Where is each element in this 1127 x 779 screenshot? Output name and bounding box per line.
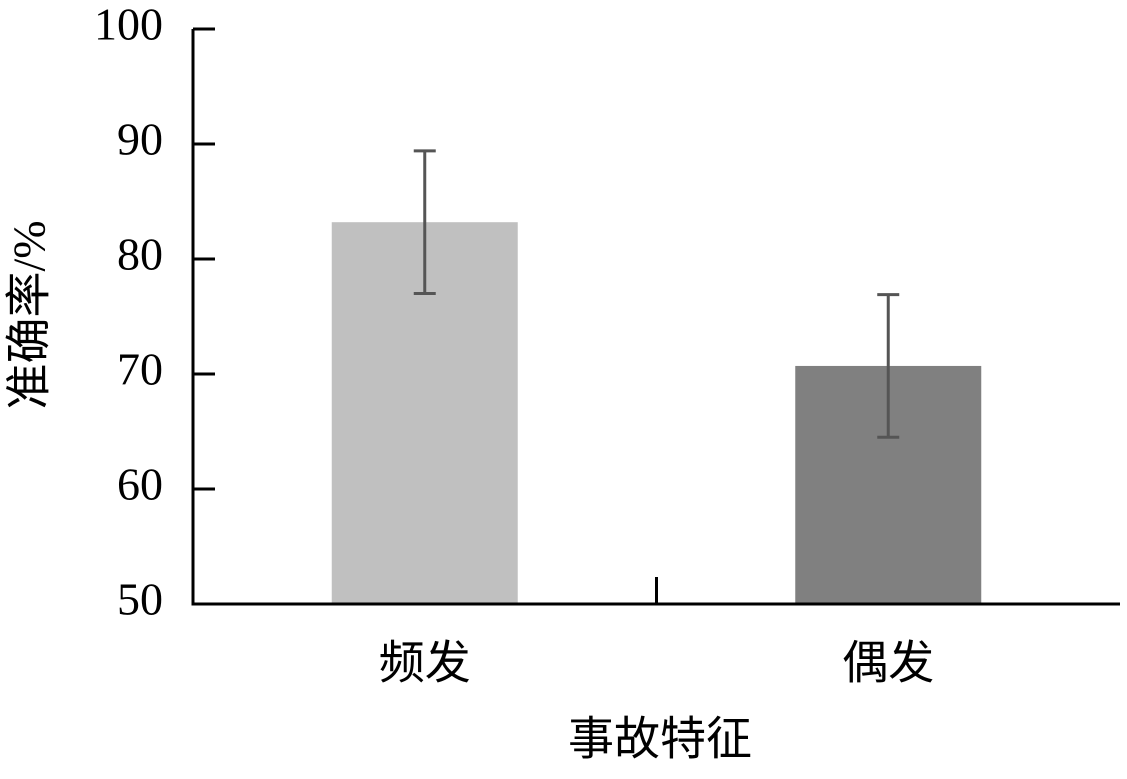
x-tick-label: 频发: [379, 638, 471, 689]
x-axis-label: 事故特征: [568, 714, 752, 765]
y-axis-label: 准确率/%: [4, 220, 55, 409]
y-tick-label: 90: [117, 114, 163, 165]
y-tick-label: 70: [117, 344, 163, 395]
y-tick-label: 80: [117, 229, 163, 280]
x-tick-label: 偶发: [842, 638, 934, 689]
y-tick-label: 60: [117, 459, 163, 510]
y-tick-label: 100: [94, 0, 163, 50]
y-tick-label: 50: [117, 574, 163, 625]
